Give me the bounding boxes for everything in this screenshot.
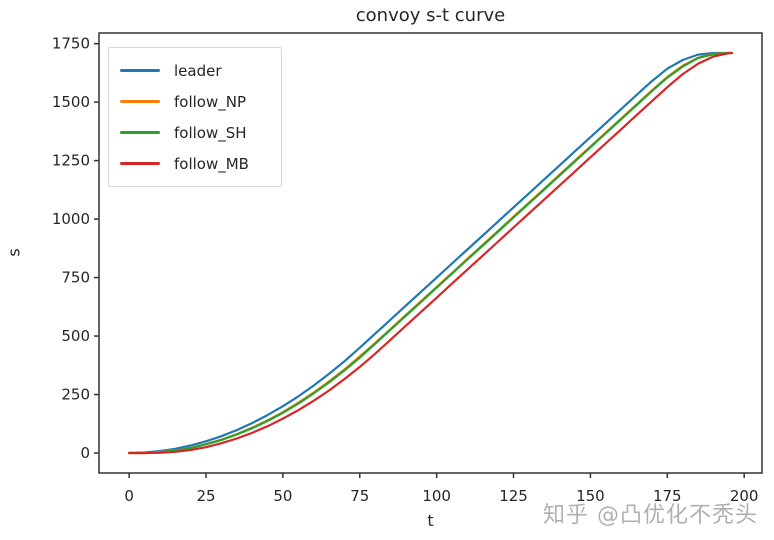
chart-title: convoy s-t curve xyxy=(355,5,506,26)
x-tick-label: 200 xyxy=(730,487,759,505)
legend-item-leader: leader xyxy=(109,55,281,86)
x-tick-label: 25 xyxy=(196,487,215,505)
series-line-leader xyxy=(128,51,734,455)
x-tick-label: 175 xyxy=(653,487,682,505)
y-tick-label: 750 xyxy=(61,269,90,287)
y-tick-label: 0 xyxy=(80,444,90,462)
y-tick-label: 250 xyxy=(61,386,90,404)
watermark: 知乎 @凸优化不秃头 xyxy=(543,503,758,528)
legend-item-follow_SH: follow_SH xyxy=(109,117,281,148)
series-line-follow_SH xyxy=(128,51,734,455)
legend-label: follow_SH xyxy=(174,123,247,142)
legend-label: follow_MB xyxy=(174,154,249,173)
y-tick-label: 1500 xyxy=(52,93,90,111)
legend-item-follow_NP: follow_NP xyxy=(109,86,281,117)
legend-swatch-icon xyxy=(120,69,160,72)
x-tick-label: 100 xyxy=(422,487,451,505)
y-axis-label: s xyxy=(4,248,24,257)
y-tick-label: 1000 xyxy=(52,210,90,228)
x-tick-label: 125 xyxy=(499,487,528,505)
y-tick-label: 500 xyxy=(61,327,90,345)
legend-label: follow_NP xyxy=(174,92,247,111)
x-tick-label: 75 xyxy=(350,487,369,505)
x-tick-label: 0 xyxy=(124,487,134,505)
axes-spines xyxy=(98,32,763,474)
x-tick-label: 50 xyxy=(273,487,292,505)
series-line-follow_MB xyxy=(128,51,734,455)
legend: leader follow_NP follow_SH follow_MB xyxy=(108,47,282,187)
legend-swatch-icon xyxy=(120,100,160,103)
y-tick-label: 1750 xyxy=(52,35,90,53)
legend-swatch-icon xyxy=(120,131,160,134)
x-tick-label: 150 xyxy=(576,487,605,505)
x-axis-label: t xyxy=(427,511,434,530)
legend-label: leader xyxy=(174,61,222,80)
y-tick-label: 1250 xyxy=(52,152,90,170)
legend-item-follow_MB: follow_MB xyxy=(109,148,281,179)
legend-swatch-icon xyxy=(120,162,160,165)
